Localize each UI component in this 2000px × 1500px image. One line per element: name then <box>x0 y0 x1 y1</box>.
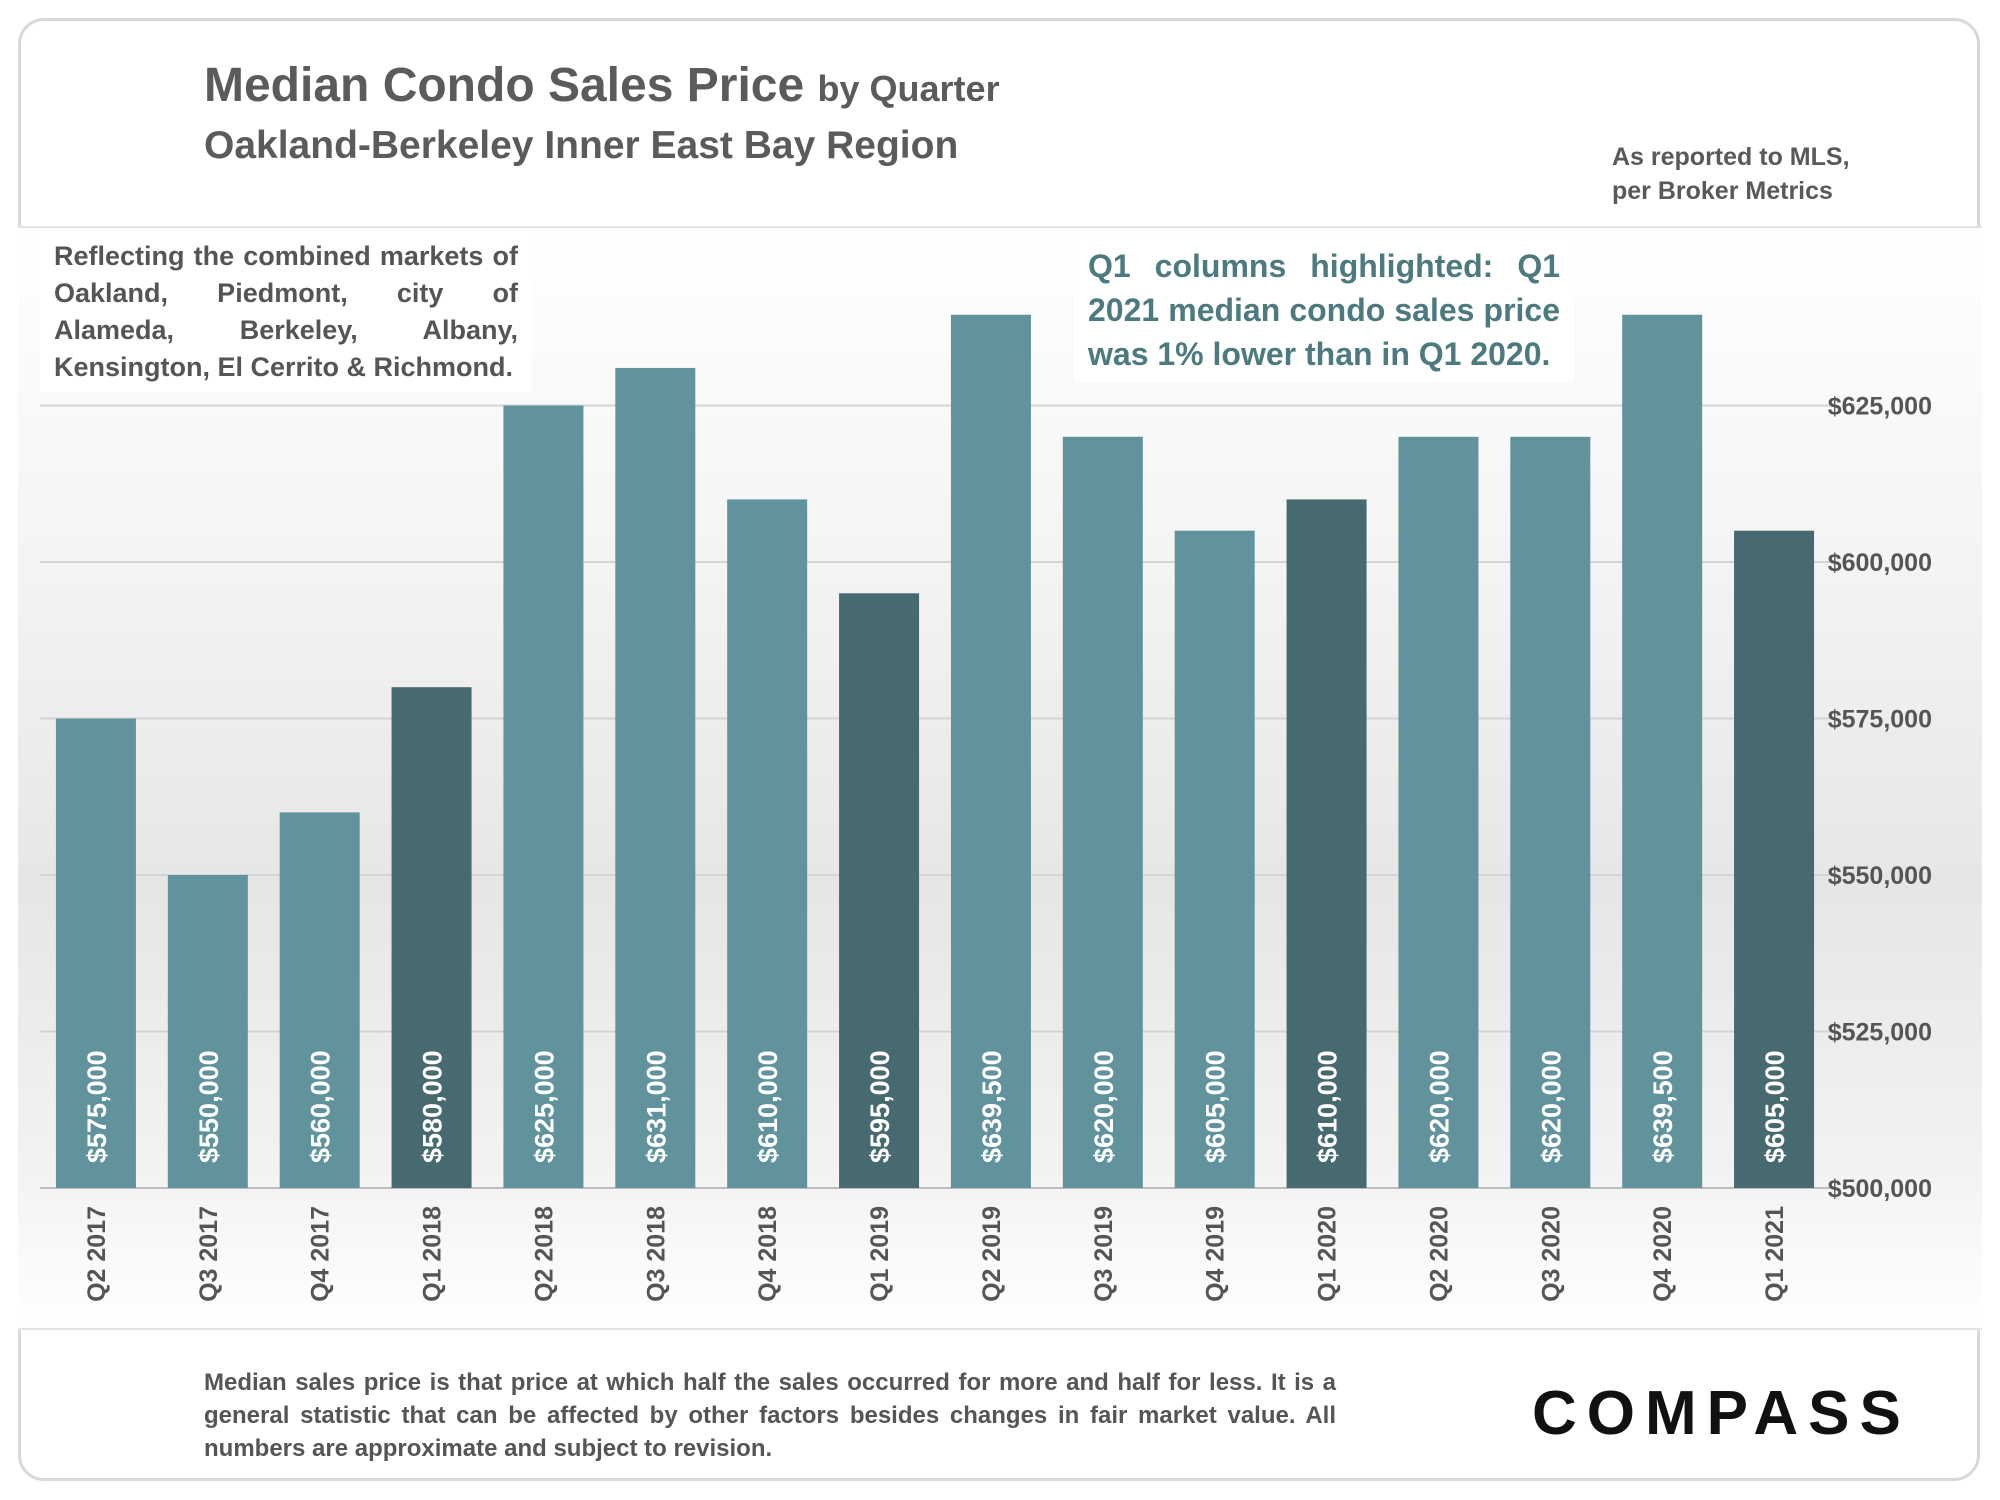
bar-value-label: $620,000 <box>1089 1050 1119 1163</box>
bar-value-label: $620,000 <box>1424 1050 1454 1163</box>
bar <box>279 812 360 1188</box>
x-tick-label: Q2 2018 <box>530 1206 558 1302</box>
bar-value-label: $560,000 <box>306 1050 336 1163</box>
x-tick-label: Q2 2019 <box>978 1206 1006 1302</box>
x-tick-label: Q3 2019 <box>1090 1206 1118 1302</box>
y-tick-label: $625,000 <box>1828 393 1932 421</box>
bar <box>1734 530 1815 1188</box>
bar <box>727 499 808 1188</box>
x-tick-label: Q4 2020 <box>1649 1206 1677 1302</box>
source-note: As reported to MLS, per Broker Metrics <box>1612 140 1850 208</box>
bar <box>1174 530 1255 1188</box>
bar <box>615 367 696 1188</box>
x-tick-label: Q1 2019 <box>866 1206 894 1302</box>
bar-value-label: $610,000 <box>753 1050 783 1163</box>
x-tick-label: Q1 2021 <box>1761 1206 1789 1302</box>
bar-value-label: $595,000 <box>865 1050 895 1163</box>
regions-note: Reflecting the combined markets of Oakla… <box>40 232 532 392</box>
x-tick-label: Q1 2020 <box>1314 1206 1342 1302</box>
bar-value-label: $620,000 <box>1536 1050 1566 1163</box>
y-tick-label: $500,000 <box>1828 1175 1932 1203</box>
footnote: Median sales price is that price at whic… <box>204 1369 1336 1462</box>
x-tick-label: Q2 2020 <box>1425 1206 1453 1302</box>
bar <box>1286 499 1367 1188</box>
bar-value-label: $575,000 <box>82 1050 112 1163</box>
x-tick-label: Q3 2018 <box>642 1206 670 1302</box>
title-main: Median Condo Sales Price <box>204 59 805 112</box>
bar-value-label: $625,000 <box>529 1050 559 1163</box>
bar-value-label: $580,000 <box>418 1050 448 1163</box>
bar <box>1622 314 1703 1189</box>
x-axis-labels: Q2 2017 Q3 2017 Q4 2017 Q1 2018 Q2 2018 Q3 20… <box>83 1206 1789 1302</box>
bar-value-label: $550,000 <box>194 1050 224 1163</box>
bar <box>55 718 136 1188</box>
bar <box>839 593 920 1188</box>
y-tick-label: $600,000 <box>1828 549 1932 577</box>
highlight-note: Q1 columns highlighted: Q1 2021 median c… <box>1074 238 1574 382</box>
bar <box>1510 436 1591 1188</box>
bar-value-label: $639,500 <box>977 1050 1007 1163</box>
x-tick-label: Q4 2017 <box>307 1206 335 1302</box>
x-tick-label: Q4 2018 <box>754 1206 782 1302</box>
x-tick-label: Q3 2020 <box>1537 1206 1565 1302</box>
bar-value-label: $631,000 <box>641 1050 671 1163</box>
y-tick-label: $525,000 <box>1828 1019 1932 1047</box>
bar <box>1398 436 1479 1188</box>
y-axis-labels: $500,000 $525,000 $550,000 $575,000 $600,000… <box>1828 393 1932 1204</box>
chart-title: Median Condo Sales Price by Quarter <box>204 58 1000 113</box>
bar-value-label: $605,000 <box>1201 1050 1231 1163</box>
chart-subtitle: Oakland-Berkeley Inner East Bay Region <box>204 124 959 167</box>
source-line-1: As reported to MLS, <box>1612 143 1850 171</box>
source-line-2: per Broker Metrics <box>1612 177 1833 205</box>
bar <box>391 687 472 1188</box>
bar <box>167 875 248 1188</box>
x-tick-label: Q1 2018 <box>419 1206 447 1302</box>
compass-logo: COMPASS <box>1532 1379 1911 1448</box>
bar <box>950 314 1031 1189</box>
bar-value-label: $610,000 <box>1313 1050 1343 1163</box>
bar <box>503 405 584 1188</box>
y-tick-label: $550,000 <box>1828 862 1932 890</box>
bar-value-label: $639,500 <box>1648 1050 1678 1163</box>
bars: $575,000 $550,000 $560,000 $580,000 $625,000… <box>55 314 1815 1189</box>
x-tick-label: Q2 2017 <box>83 1206 111 1302</box>
title-suffix: by Quarter <box>817 68 1000 109</box>
y-tick-label: $575,000 <box>1828 706 1932 734</box>
x-tick-label: Q4 2019 <box>1202 1206 1230 1302</box>
bar-value-label: $605,000 <box>1760 1050 1790 1163</box>
x-tick-label: Q3 2017 <box>195 1206 223 1302</box>
bar <box>1062 436 1143 1188</box>
